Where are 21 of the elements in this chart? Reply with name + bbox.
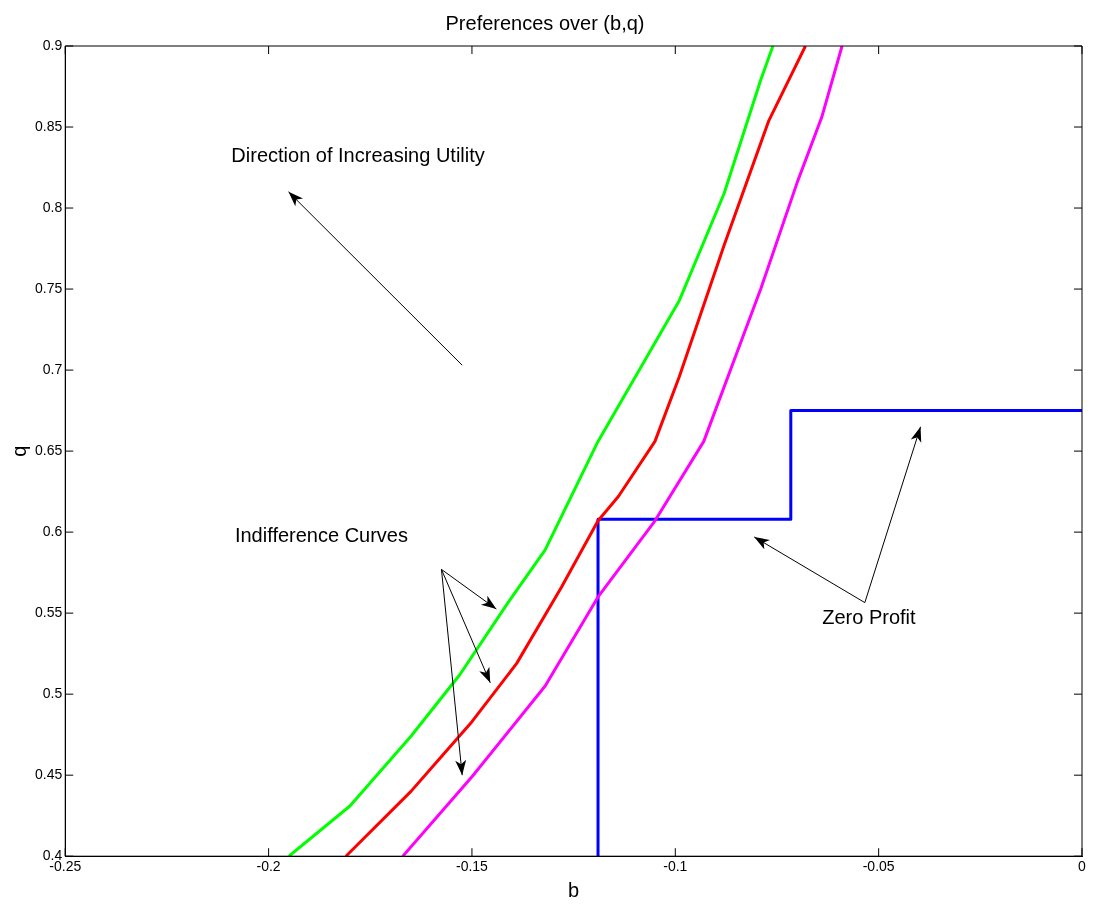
y-tick-label: 0.7 bbox=[42, 360, 63, 377]
x-tick-label: 0 bbox=[1078, 858, 1087, 875]
annotation: Zero Profit bbox=[822, 605, 917, 628]
y-tick-label: 0.75 bbox=[35, 279, 63, 296]
x-tick-label: -0.2 bbox=[256, 858, 281, 875]
y-axis-title: q bbox=[7, 445, 30, 457]
chart-title: Preferences over (b,q) bbox=[445, 11, 645, 34]
y-tick-label: 0.65 bbox=[35, 441, 63, 458]
y-tick-label: 0.55 bbox=[35, 604, 63, 620]
x-axis-title: b bbox=[568, 878, 580, 901]
y-tick-label: 0.9 bbox=[42, 36, 63, 53]
x-tick-label: -0.1 bbox=[663, 858, 688, 875]
x-tick-label: -0.15 bbox=[455, 858, 489, 875]
y-tick-label: 0.5 bbox=[42, 685, 63, 702]
annotation: Direction of Increasing Utility bbox=[231, 143, 485, 166]
y-tick-label: 0.45 bbox=[35, 766, 63, 783]
x-tick-label: -0.05 bbox=[862, 858, 895, 875]
y-tick-label: 0.8 bbox=[42, 198, 63, 215]
annotation: Indifference Curves bbox=[234, 524, 408, 547]
y-tick-label: 0.6 bbox=[42, 522, 63, 539]
y-tick-label: 0.85 bbox=[35, 117, 63, 134]
